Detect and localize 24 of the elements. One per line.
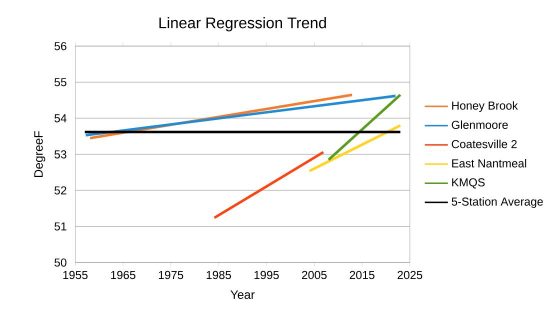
x-tick-label: 1995	[254, 270, 279, 279]
y-tick-label: 55	[54, 78, 66, 86]
y-axis-title: DegreeF	[34, 130, 46, 177]
legend-label: KMQS	[452, 178, 485, 188]
legend-label: 5-Station Average	[452, 197, 543, 208]
x-tick-label: 2015	[350, 270, 374, 279]
x-tick-label: 1965	[111, 270, 136, 279]
x-tick-label: 2005	[302, 270, 327, 279]
legend-label: East Nantmeal	[452, 158, 526, 168]
x-tick-label: 1955	[63, 270, 88, 279]
y-tick-label: 56	[54, 42, 66, 50]
y-tick-label: 52	[54, 186, 66, 194]
x-tick-label: 2025	[398, 270, 422, 279]
y-tick-label: 51	[54, 222, 66, 230]
x-tick-label: 1975	[158, 270, 184, 279]
legend-label: Honey Brook	[452, 101, 518, 112]
legend-label: Coatesville 2	[452, 140, 517, 148]
y-tick-label: 54	[54, 114, 67, 122]
y-tick-label: 50	[54, 258, 66, 266]
legend-label: Glenmoore	[452, 120, 508, 129]
y-tick-label: 53	[54, 150, 66, 158]
x-axis-title: Year	[230, 290, 255, 299]
chart-title: Linear Regression Trend	[159, 16, 326, 32]
x-tick-label: 1985	[206, 270, 232, 279]
